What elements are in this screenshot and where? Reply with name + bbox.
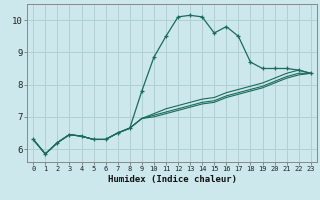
X-axis label: Humidex (Indice chaleur): Humidex (Indice chaleur) <box>108 175 236 184</box>
